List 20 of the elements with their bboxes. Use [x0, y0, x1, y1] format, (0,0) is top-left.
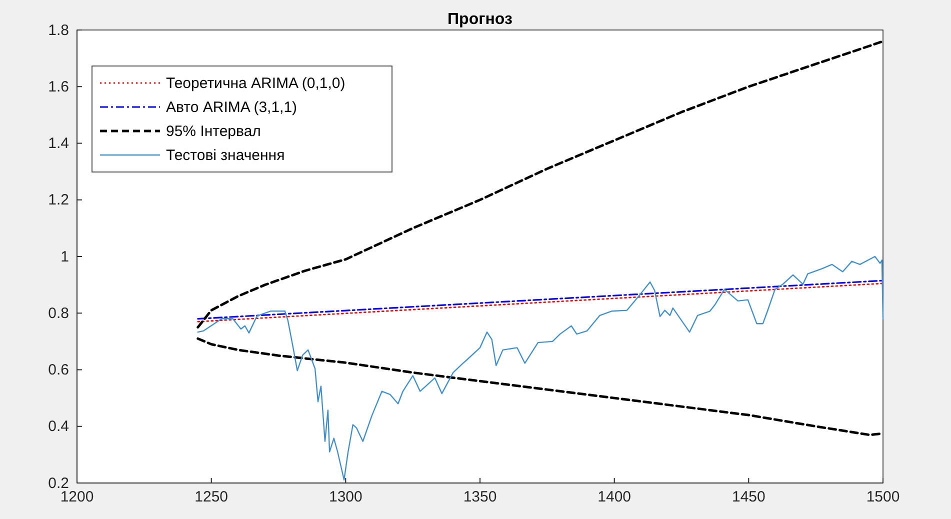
x-tick-label: 1300 — [328, 488, 362, 506]
chart-title: Прогноз — [448, 11, 512, 28]
x-tick-label: 1350 — [463, 488, 497, 506]
y-tick-label: 0.4 — [48, 418, 69, 436]
line-series — [197, 256, 884, 480]
y-tick-label: 1.8 — [48, 22, 69, 39]
x-tick-label: 1500 — [866, 488, 900, 506]
legend-label: Авто ARIMA (3,1,1) — [166, 99, 298, 116]
y-tick-label: 1.6 — [48, 78, 69, 96]
legend-label: 95% Інтервал — [166, 123, 261, 140]
y-tick-label: 0.8 — [48, 304, 69, 322]
y-tick-label: 1.2 — [48, 192, 69, 209]
x-tick-label: 1450 — [732, 488, 766, 506]
legend-label: Тестові значення — [166, 147, 285, 164]
y-tick-label: 0.6 — [48, 362, 69, 379]
x-tick-label: 1250 — [194, 488, 228, 506]
y-tick-label: 1.4 — [48, 135, 69, 152]
legend-label: Теоретична ARIMA (0,1,0) — [166, 75, 346, 92]
x-tick-label: 1400 — [598, 488, 632, 506]
y-tick-label: 1 — [60, 248, 69, 266]
